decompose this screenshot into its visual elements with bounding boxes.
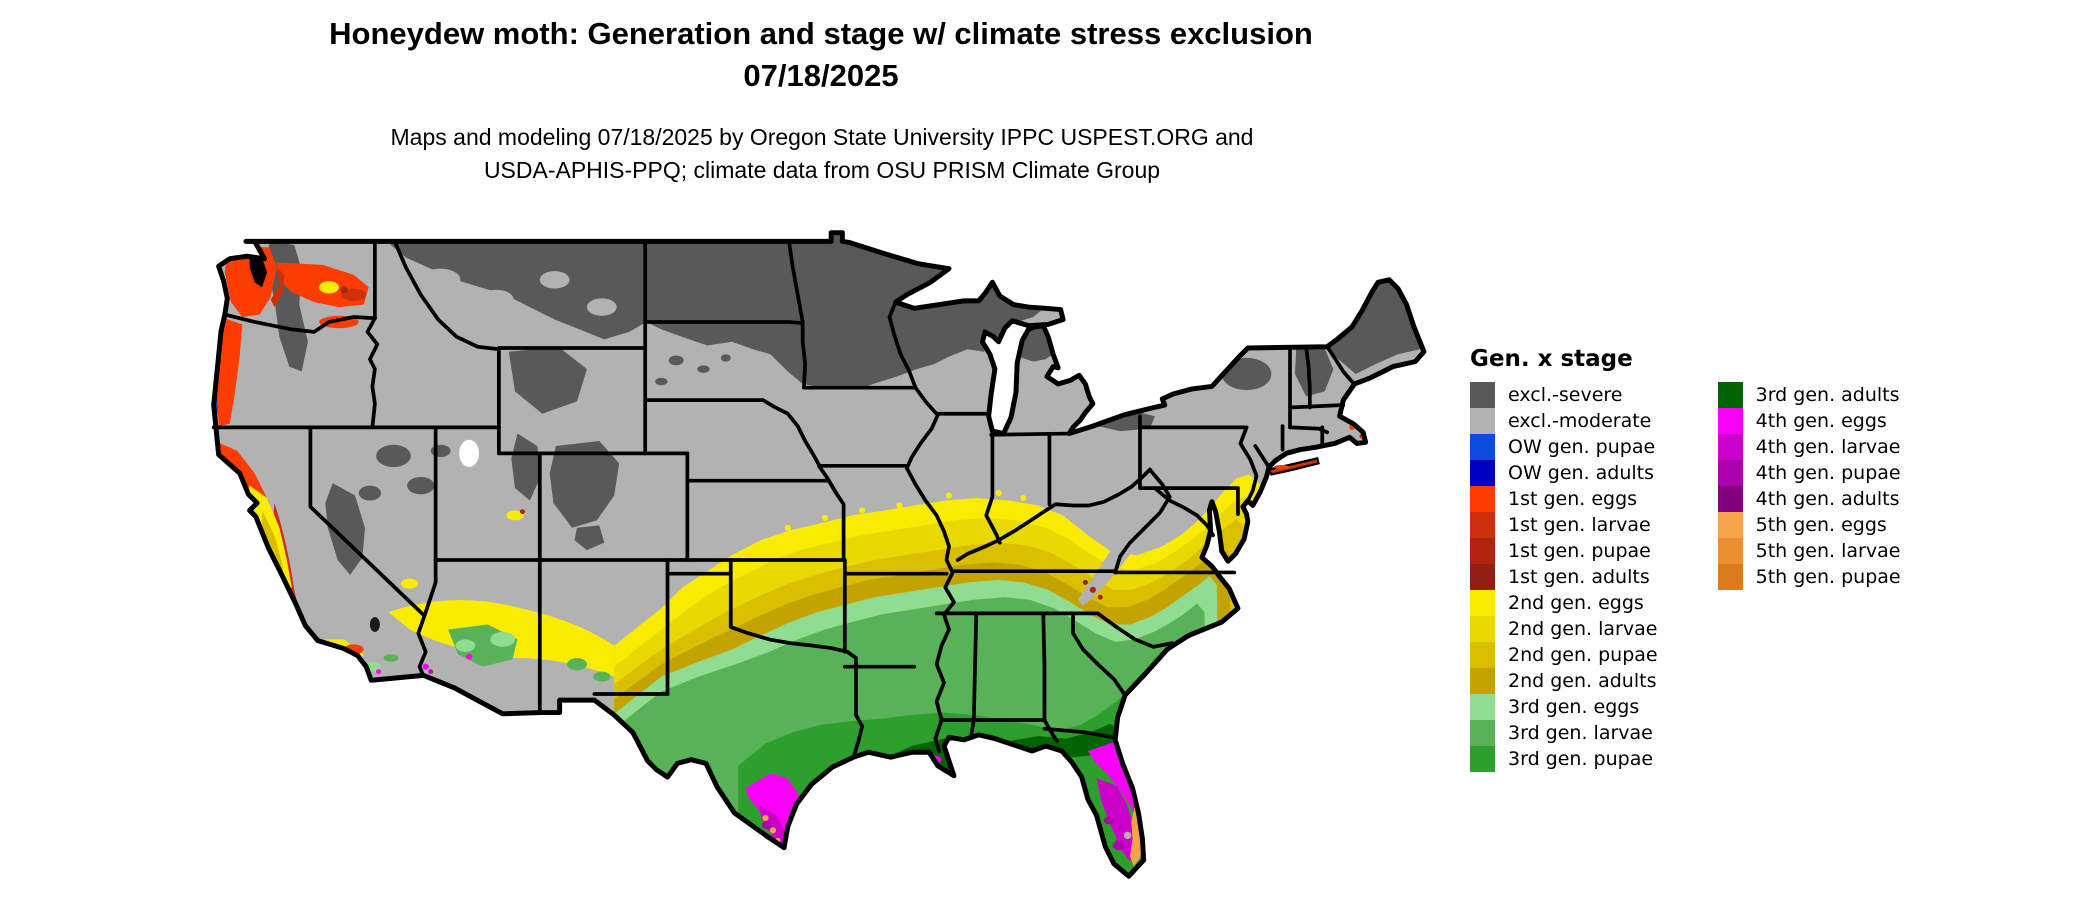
conus-outline	[211, 230, 1427, 879]
legend-column-2: 3rd gen. adults 4th gen. eggs 4th gen. lar…	[1717, 382, 1901, 590]
map-date: 07/18/2025	[743, 58, 899, 93]
puget-sound	[249, 252, 267, 288]
legend-swatch	[1717, 538, 1743, 564]
legend-label: 5th gen. larvae	[1755, 540, 1901, 562]
legend-swatch	[1717, 408, 1743, 434]
nc-mountain-specks	[1082, 579, 1103, 600]
legend-item: 2nd gen. adults	[1470, 668, 1658, 694]
lakes-and-water	[249, 252, 1132, 840]
legend-item: 3rd gen. pupae	[1470, 746, 1658, 772]
map-title: Honeydew moth: Generation and stage w/ c…	[329, 16, 1313, 51]
legend-swatch	[1717, 382, 1743, 408]
legend-item: OW gen. adults	[1470, 460, 1658, 486]
legend-item: 2nd gen. pupae	[1470, 642, 1658, 668]
legend-swatch	[1470, 538, 1495, 564]
legend-label: 2nd gen. eggs	[1508, 592, 1644, 614]
legend-item: 1st gen. adults	[1470, 564, 1658, 590]
legend-label: 4th gen. pupae	[1755, 462, 1901, 484]
legend-swatch	[1717, 564, 1743, 590]
legend-item: 5th gen. larvae	[1717, 538, 1901, 564]
legend-item: 4th gen. larvae	[1717, 434, 1901, 460]
legend-item: 3rd gen. larvae	[1470, 720, 1658, 746]
us-map-svg	[211, 230, 1427, 879]
legend-swatch	[1717, 486, 1743, 512]
legend-item: 1st gen. pupae	[1470, 538, 1658, 564]
legend-swatch	[1470, 616, 1495, 642]
legend-item: 4th gen. adults	[1717, 486, 1901, 512]
legend-swatch	[1470, 460, 1495, 486]
southwest-patches	[388, 509, 615, 682]
legend-label: 3rd gen. adults	[1755, 384, 1900, 406]
credits-line2: USDA-APHIS-PPQ; climate data from OSU PR…	[483, 157, 1161, 183]
legend-item: 5th gen. pupae	[1717, 564, 1901, 590]
legend-column-1: excl.-severe excl.-moderate OW gen. pupae O…	[1470, 382, 1658, 772]
legend-swatch	[1470, 642, 1495, 668]
state-borders	[211, 239, 1357, 760]
legend-label: OW gen. pupae	[1508, 436, 1656, 458]
legend-label: 4th gen. larvae	[1755, 436, 1901, 458]
montana-light-patches	[384, 268, 617, 376]
legend-label: 1st gen. adults	[1508, 566, 1650, 588]
legend-label: 2nd gen. pupae	[1508, 644, 1658, 666]
legend: Gen. x stage excl.-severe excl.-moderate O…	[1470, 346, 1901, 772]
legend-swatch	[1470, 590, 1495, 616]
legend-item: OW gen. pupae	[1470, 434, 1658, 460]
legend-label: OW gen. adults	[1508, 462, 1655, 484]
legend-item: 2nd gen. eggs	[1470, 590, 1658, 616]
legend-item: 4th gen. eggs	[1717, 408, 1901, 434]
legend-label: 5th gen. pupae	[1755, 566, 1901, 588]
legend-label: 3rd gen. pupae	[1508, 748, 1654, 770]
legend-item: 2nd gen. larvae	[1470, 616, 1658, 642]
legend-swatch	[1470, 512, 1495, 538]
credits-line1: Maps and modeling 07/18/2025 by Oregon S…	[390, 124, 1254, 150]
legend-swatch	[1470, 564, 1495, 590]
legend-item: 1st gen. eggs	[1470, 486, 1658, 512]
legend-label: 4th gen. eggs	[1755, 410, 1887, 432]
legend-label: 4th gen. adults	[1755, 488, 1900, 510]
legend-label: 3rd gen. eggs	[1508, 696, 1640, 718]
lake-okeechobee	[1123, 831, 1132, 840]
legend-item: 3rd gen. adults	[1717, 382, 1901, 408]
long-island	[1267, 457, 1320, 476]
legend-swatch	[1470, 408, 1495, 434]
legend-label: 5th gen. eggs	[1755, 514, 1887, 536]
map-fill-layers	[213, 232, 1424, 877]
legend-label: excl.-moderate	[1508, 410, 1652, 432]
legend-swatch	[1470, 694, 1495, 720]
legend-item: 5th gen. eggs	[1717, 512, 1901, 538]
legend-label: excl.-severe	[1508, 384, 1623, 406]
legend-label: 2nd gen. larvae	[1508, 618, 1658, 640]
legend-label: 2nd gen. adults	[1508, 670, 1657, 692]
legend-swatch	[1470, 434, 1495, 460]
legend-swatch	[1717, 512, 1743, 538]
great-salt-lake	[459, 439, 480, 468]
legend-item: 1st gen. larvae	[1470, 512, 1658, 538]
legend-item: excl.-moderate	[1470, 408, 1658, 434]
legend-swatch	[1470, 720, 1495, 746]
legend-item: 4th gen. pupae	[1717, 460, 1901, 486]
us-generation-stage-map	[205, 230, 1445, 900]
legend-label: 1st gen. larvae	[1508, 514, 1651, 536]
legend-swatch	[1470, 382, 1495, 408]
legend-swatch	[1470, 668, 1495, 694]
legend-swatch	[1470, 746, 1495, 772]
legend-title: Gen. x stage	[1470, 346, 1633, 372]
legend-item: excl.-severe	[1470, 382, 1658, 408]
legend-swatch	[1717, 434, 1743, 460]
midwest-yellow-specks	[784, 489, 1027, 531]
legend-label: 1st gen. eggs	[1508, 488, 1638, 510]
legend-swatch	[1470, 486, 1495, 512]
legend-item: 3rd gen. eggs	[1470, 694, 1658, 720]
legend-label: 1st gen. pupae	[1508, 540, 1651, 562]
salton-sea	[369, 617, 380, 632]
legend-swatch	[1717, 460, 1743, 486]
legend-label: 3rd gen. larvae	[1508, 722, 1653, 744]
